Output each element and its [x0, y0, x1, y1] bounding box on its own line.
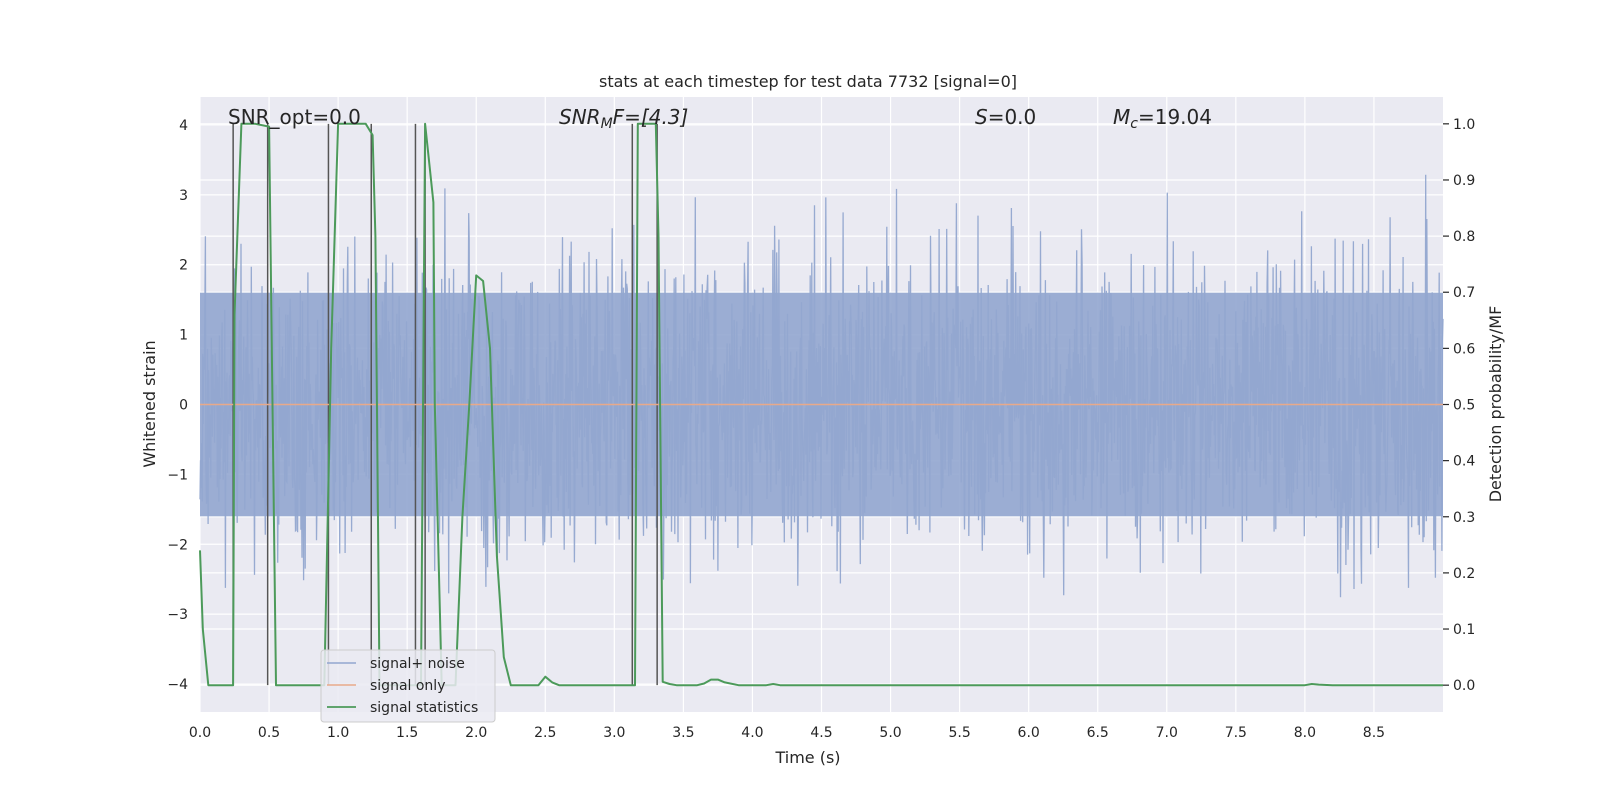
- y-left-tick-label-3: −1: [167, 467, 188, 483]
- y-left-tick-label-7: 3: [179, 188, 188, 204]
- y-right-tick-label-0: 0.0: [1453, 678, 1475, 694]
- y-right-tick-label-7: 0.7: [1453, 285, 1475, 301]
- annotation-mc-symbol: M: [1113, 105, 1130, 129]
- x-tick-label-13: 6.5: [1087, 725, 1109, 741]
- x-tick-label-16: 8.0: [1294, 725, 1316, 741]
- x-tick-label-10: 5.0: [879, 725, 901, 741]
- legend-box: [320, 649, 496, 723]
- annotation-snr-mf: SNRMF=[4.3]: [559, 105, 688, 132]
- x-tick-label-0: 0.0: [189, 725, 211, 741]
- annotation-mc: Mc=19.04: [1113, 105, 1212, 132]
- y-left-ticks: −4 −3 −2 −1 0 1 2 3 4: [167, 118, 188, 693]
- x-tick-label-17: 8.5: [1363, 725, 1385, 741]
- y-right-axis-label: Detection probability/MF: [1486, 306, 1505, 503]
- y-left-tick-label-5: 1: [179, 328, 188, 344]
- y-right-ticks: 0.0 0.1 0.2 0.3 0.4 0.5 0.6 0.7 0.8 0.9 1.0: [1443, 117, 1475, 694]
- annotation-s: S=0.0: [975, 105, 1036, 129]
- y-right-tick-label-5: 0.5: [1453, 398, 1475, 414]
- annotation-mc-sub: c: [1130, 116, 1138, 132]
- x-tick-label-14: 7.0: [1156, 725, 1178, 741]
- legend-label-statistics: signal statistics: [370, 700, 478, 716]
- y-right-tick-label-4: 0.4: [1453, 454, 1475, 470]
- x-tick-label-12: 6.0: [1018, 725, 1040, 741]
- y-right-tick-label-9: 0.9: [1453, 173, 1475, 189]
- x-tick-label-6: 3.0: [603, 725, 625, 741]
- statistics-line: [199, 122, 1443, 687]
- statistics-series: [199, 122, 1443, 687]
- legend: signal+ noise signal only signal statist…: [320, 649, 496, 723]
- annotation-snr-opt: SNR_opt=0.0: [228, 105, 361, 129]
- legend-label-signal: signal only: [370, 678, 445, 694]
- y-left-tick-label-0: −4: [167, 677, 188, 693]
- annotation-s-value: =0.0: [988, 105, 1037, 129]
- x-tick-label-4: 2.0: [465, 725, 487, 741]
- x-tick-label-7: 3.5: [672, 725, 694, 741]
- annotation-mc-value: =19.04: [1138, 105, 1212, 129]
- x-tick-label-1: 0.5: [258, 725, 280, 741]
- y-left-tick-label-1: −3: [167, 607, 188, 623]
- y-right-tick-label-10: 1.0: [1453, 117, 1475, 133]
- annotation-s-symbol: S: [975, 105, 988, 129]
- annotation-snr-mf-suffix: F=[4.3]: [613, 105, 689, 129]
- y-right-tick-label-8: 0.8: [1453, 229, 1475, 245]
- legend-label-noise: signal+ noise: [370, 656, 465, 672]
- x-tick-label-2: 1.0: [327, 725, 349, 741]
- y-left-tick-label-2: −2: [167, 537, 188, 553]
- y-right-tick-label-1: 0.1: [1453, 622, 1475, 638]
- y-right-tick-label-6: 0.6: [1453, 341, 1475, 357]
- x-axis-label: Time (s): [774, 748, 840, 767]
- y-left-tick-label-6: 2: [179, 258, 188, 274]
- y-left-tick-label-8: 4: [179, 118, 188, 134]
- x-tick-label-8: 4.0: [741, 725, 763, 741]
- chart-title: stats at each timestep for test data 773…: [599, 72, 1017, 91]
- x-tick-label-15: 7.5: [1225, 725, 1247, 741]
- y-right-tick-label-2: 0.2: [1453, 566, 1475, 582]
- annotation-snr-mf-prefix: SNR: [559, 105, 601, 129]
- x-tick-label-11: 5.5: [948, 725, 970, 741]
- y-left-tick-label-4: 0: [179, 398, 188, 414]
- y-right-tick-label-3: 0.3: [1453, 510, 1475, 526]
- x-tick-label-3: 1.5: [396, 725, 418, 741]
- x-tick-label-5: 2.5: [534, 725, 556, 741]
- x-axis-ticks: 0.0 0.5 1.0 1.5 2.0 2.5 3.0 3.5 4.0 4.5 5.0 5.5 6.0 6…: [189, 725, 1385, 741]
- y-left-axis-label: Whitened strain: [140, 340, 159, 467]
- x-tick-label-9: 4.5: [810, 725, 832, 741]
- annotation-snr-mf-sub: M: [601, 116, 613, 132]
